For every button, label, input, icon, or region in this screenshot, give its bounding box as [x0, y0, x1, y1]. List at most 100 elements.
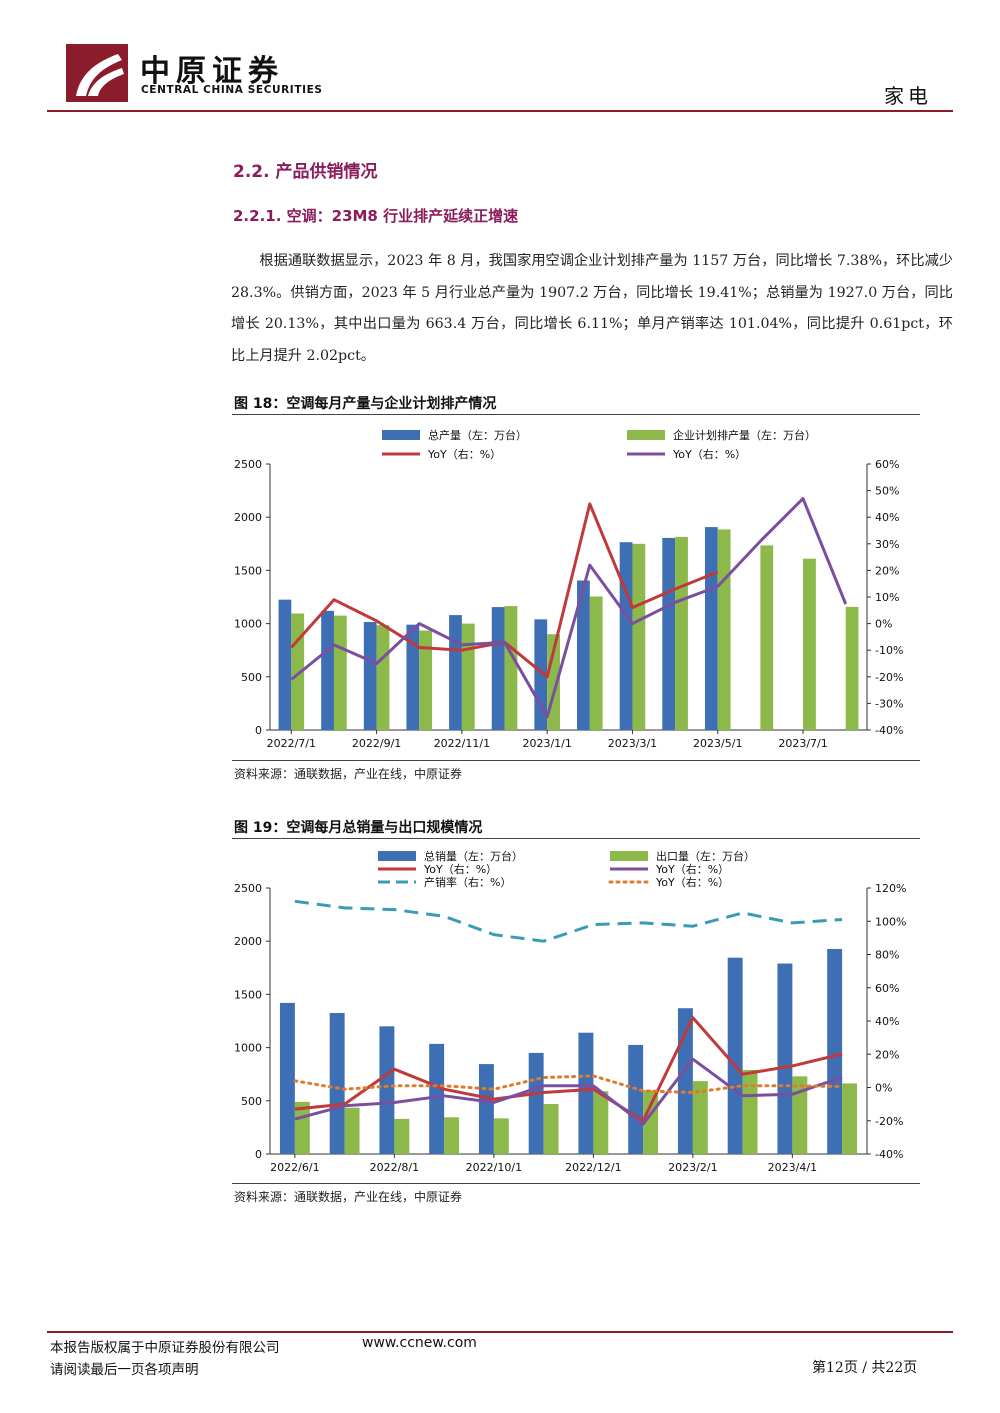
figure-19-chart: 0 500 1000 1500 2000 2500 -40% -20% 0% 20% 40% 60% 8…: [234, 849, 906, 1174]
footer-divider: [47, 1331, 953, 1333]
x-tick-label: 2023/4/1: [768, 1161, 817, 1174]
figure-19-source: 资料来源：通联数据，产业在线，中原证券: [234, 1190, 463, 1204]
legend-label: 出口量（左：万台）: [656, 849, 755, 863]
legend-swatch: [610, 851, 648, 861]
y-tick-label-right: -20%: [875, 671, 903, 684]
x-tick-label: 2022/11/1: [434, 737, 490, 750]
bar-primary: [677, 1008, 693, 1154]
y-tick-label-left: 2500: [234, 882, 262, 895]
y-tick-label-left: 0: [255, 1148, 262, 1161]
series-line: [294, 1057, 843, 1126]
figure-18-chart: 0 500 1000 1500 2000 2500 -40% -30% -20% -10% 0% 10…: [234, 428, 903, 750]
y-tick-label-right: 50%: [875, 485, 899, 498]
y-tick-label-right: -40%: [875, 1148, 903, 1161]
subsection-heading: 2.2.1. 空调：23M8 行业排产延续正增速: [233, 207, 519, 225]
bar-secondary: [675, 536, 688, 730]
y-tick-label-right: 20%: [875, 1048, 899, 1061]
footer-copyright: 本报告版权属于中原证券股份有限公司: [50, 1340, 280, 1356]
bar-secondary: [344, 1107, 360, 1154]
bar-primary: [628, 1044, 644, 1154]
x-tick-label: 2023/3/1: [608, 737, 657, 750]
figure-18-title: 图 18：空调每月产量与企业计划排产情况: [234, 396, 497, 412]
bar-primary: [478, 1064, 494, 1154]
x-tick-label: 2022/7/1: [267, 737, 316, 750]
y-tick-label-left: 1000: [234, 1042, 262, 1055]
y-tick-label-left: 0: [255, 724, 262, 737]
series-line: [294, 1016, 843, 1123]
header-divider: [47, 110, 953, 112]
legend-label: YoY（右：%）: [655, 862, 729, 876]
y-tick-label-right: 80%: [875, 949, 899, 962]
series-line: [294, 899, 843, 943]
bar-primary: [329, 1013, 345, 1154]
bar-primary: [278, 599, 292, 730]
series-line: [293, 1074, 844, 1094]
bar-secondary: [461, 623, 475, 730]
legend-label: 总销量（左：万台）: [424, 849, 523, 863]
y-tick-label-right: 40%: [875, 1015, 899, 1028]
x-tick-label: 2023/5/1: [693, 737, 742, 750]
bar-secondary: [760, 545, 774, 730]
bar-secondary: [742, 1069, 758, 1154]
legend-label: YoY（右：%）: [427, 447, 501, 461]
body-paragraph: 根据通联数据显示，2023 年 8 月，我国家用空调企业计划排产量为 1157 …: [231, 253, 953, 364]
y-tick-label-left: 2500: [234, 458, 262, 471]
bar-secondary: [589, 596, 603, 730]
y-tick-label-right: 30%: [875, 538, 899, 551]
x-tick-label: 2023/7/1: [778, 737, 827, 750]
legend-label: YoY（右：%）: [672, 447, 746, 461]
figure-19-bottom-rule: [232, 1183, 920, 1184]
y-tick-label-left: 1000: [234, 618, 262, 631]
bar-secondary: [845, 606, 859, 730]
figure-18-top-rule: [232, 414, 920, 415]
report-category: 家电: [884, 84, 932, 108]
y-tick-label-right: -30%: [875, 697, 903, 710]
bar-primary: [379, 1026, 395, 1154]
y-tick-label-right: -20%: [875, 1115, 903, 1128]
bar-secondary: [504, 606, 518, 730]
y-tick-label-left: 2000: [234, 935, 262, 948]
y-tick-label-right: 60%: [875, 458, 899, 471]
legend-label: YoY（右：%）: [655, 875, 729, 889]
y-tick-label-right: 40%: [875, 511, 899, 524]
bar-primary: [777, 963, 793, 1154]
bar-secondary: [842, 1083, 858, 1154]
bar-primary: [321, 610, 334, 730]
bar-primary: [619, 542, 633, 730]
x-tick-label: 2022/10/1: [466, 1161, 522, 1174]
series-line: [290, 497, 848, 719]
bar-secondary: [543, 1103, 559, 1154]
y-tick-label-right: 100%: [875, 915, 906, 928]
bar-primary: [429, 1043, 445, 1154]
bar-secondary: [692, 1081, 708, 1154]
bar-secondary: [444, 1117, 460, 1154]
brand-logo-icon: [66, 44, 128, 102]
footer-website-link[interactable]: www.ccnew.com: [362, 1335, 477, 1351]
legend-swatch: [378, 851, 416, 861]
y-tick-label-left: 2000: [234, 511, 262, 524]
y-tick-label-right: 0%: [875, 618, 892, 631]
y-tick-label-left: 1500: [234, 564, 262, 577]
bar-primary: [578, 1032, 594, 1154]
y-tick-label-right: 120%: [875, 882, 906, 895]
bar-primary: [662, 537, 676, 730]
bar-secondary: [717, 529, 731, 730]
bar-secondary: [792, 1076, 808, 1154]
figure-18-bottom-rule: [232, 760, 920, 761]
x-tick-label: 2022/12/1: [565, 1161, 621, 1174]
bar-primary: [727, 957, 743, 1154]
bar-primary: [577, 580, 590, 730]
bar-primary: [704, 527, 718, 730]
y-tick-label-right: 60%: [875, 982, 899, 995]
y-tick-label-right: -10%: [875, 644, 903, 657]
y-tick-label-left: 1500: [234, 988, 262, 1001]
y-tick-label-right: -40%: [875, 724, 903, 737]
bar-secondary: [643, 1090, 659, 1154]
bar-primary: [363, 622, 377, 730]
bar-primary: [279, 1002, 295, 1154]
x-tick-label: 2023/2/1: [668, 1161, 717, 1174]
figure-19-title: 图 19：空调每月总销量与出口规模情况: [234, 820, 483, 836]
bar-secondary: [333, 615, 347, 730]
legend-swatch: [627, 430, 665, 440]
x-tick-label: 2023/1/1: [522, 737, 571, 750]
